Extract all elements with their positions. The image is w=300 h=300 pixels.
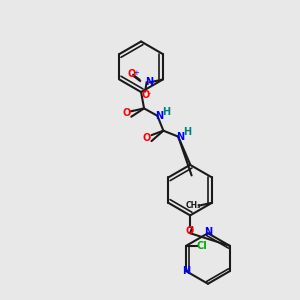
Text: N: N [146, 77, 154, 87]
Text: +: + [134, 70, 140, 76]
Text: H: H [183, 127, 191, 137]
Text: O: O [123, 108, 131, 118]
Text: CH₃: CH₃ [185, 201, 201, 210]
Text: O: O [186, 226, 194, 236]
Text: O: O [143, 133, 151, 143]
Text: -: - [148, 89, 151, 98]
Text: Cl: Cl [196, 241, 207, 251]
Text: O: O [141, 90, 149, 100]
Text: N: N [155, 111, 163, 121]
Text: N: N [176, 132, 184, 142]
Text: H: H [162, 107, 170, 117]
Text: O: O [127, 69, 135, 79]
Text: N: N [204, 227, 212, 237]
Text: N: N [183, 266, 191, 276]
